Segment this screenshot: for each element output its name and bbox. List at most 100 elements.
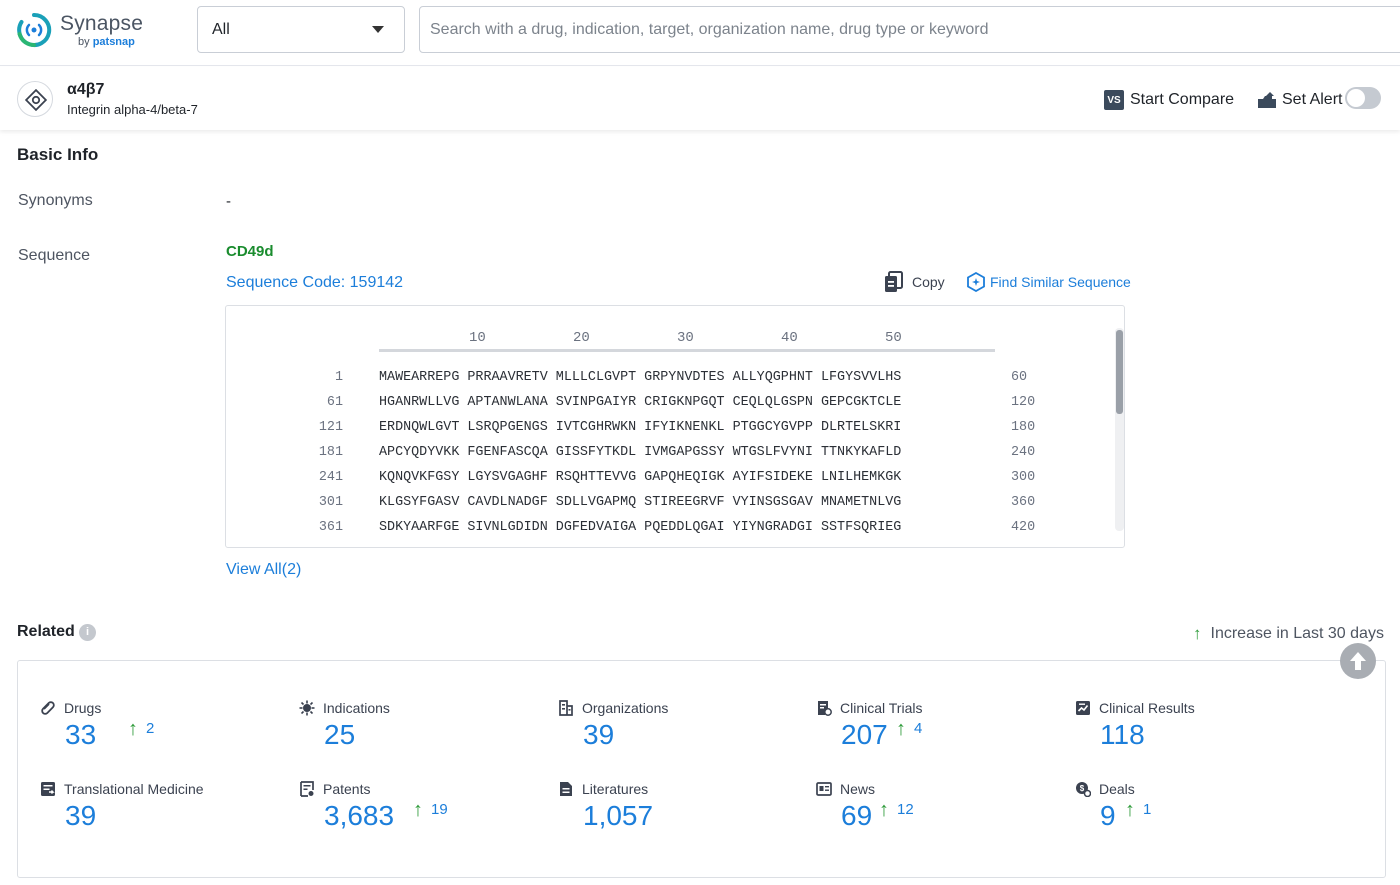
scrollbar-thumb[interactable] bbox=[1116, 330, 1123, 414]
top-bar: Synapse by patsnap All bbox=[0, 0, 1400, 66]
sequence-row: 181APCYQDYVKK FGENFASCQA GISSFYTKDL IVMG… bbox=[226, 445, 1106, 470]
info-icon[interactable]: i bbox=[79, 624, 96, 641]
stat-label: Clinical Results bbox=[1099, 700, 1195, 716]
translational-icon bbox=[40, 781, 56, 797]
increase-legend: ↑ Increase in Last 30 days bbox=[1193, 624, 1384, 644]
sequence-row: 361 SDKYAARFGE SIVNLGDIDN DGFEDVAIGA PQED… bbox=[226, 520, 1106, 545]
sequence-code-link[interactable]: Sequence Code: 159142 bbox=[226, 274, 403, 292]
stat-value: 39 bbox=[583, 719, 614, 751]
set-alert-toggle[interactable] bbox=[1345, 87, 1381, 109]
sequence-label: Sequence bbox=[18, 247, 90, 265]
patent-icon bbox=[299, 781, 315, 797]
find-similar-icon bbox=[966, 272, 986, 292]
row-end: 120 bbox=[1011, 395, 1035, 410]
stat-value: 39 bbox=[65, 800, 96, 832]
stat-clinical-trials[interactable]: Clinical Trials 207 ↑ 4 bbox=[816, 699, 1066, 769]
stat-increase-value: 4 bbox=[914, 720, 922, 737]
brand-byline: by patsnap bbox=[78, 36, 135, 48]
row-sequence: HGANRWLLVG APTANWLANA SVINPGAIYR CRIGKNP… bbox=[379, 395, 901, 410]
stat-label: Indications bbox=[323, 700, 390, 716]
brand-name: Synapse bbox=[60, 12, 143, 36]
basic-info-title: Basic Info bbox=[17, 145, 98, 165]
ruler-line bbox=[379, 349, 995, 352]
row-start: 301 bbox=[319, 495, 343, 510]
stat-translational-medicine[interactable]: Translational Medicine 39 bbox=[40, 780, 290, 850]
copy-label: Copy bbox=[912, 274, 945, 290]
stat-clinical-results[interactable]: Clinical Results 118 bbox=[1075, 699, 1325, 769]
stat-label: News bbox=[840, 781, 875, 797]
row-start: 61 bbox=[327, 395, 343, 410]
copy-button[interactable]: Copy bbox=[884, 271, 945, 293]
stat-increase-value: 19 bbox=[431, 801, 448, 818]
stat-patents[interactable]: Patents 3,683 ↑ 19 bbox=[299, 780, 549, 850]
row-start: 181 bbox=[319, 445, 343, 460]
row-end: 300 bbox=[1011, 470, 1035, 485]
search-scope-select[interactable]: All bbox=[197, 6, 405, 53]
building-icon bbox=[558, 700, 574, 716]
caret-down-icon bbox=[372, 26, 384, 33]
brand-patsnap: patsnap bbox=[93, 36, 135, 48]
row-sequence: ERDNQWLGVT LSRQPGENGS IVTCGHRWKN IFYIKNE… bbox=[379, 420, 901, 435]
synapse-logo[interactable]: Synapse by patsnap bbox=[16, 12, 146, 52]
stat-increase-value: 12 bbox=[897, 801, 914, 818]
row-start: 361 bbox=[319, 520, 343, 535]
stat-news[interactable]: News 69 ↑ 12 bbox=[816, 780, 1066, 850]
stat-label: Deals bbox=[1099, 781, 1135, 797]
search-input[interactable] bbox=[419, 6, 1400, 53]
stat-increase-value: 2 bbox=[146, 720, 154, 737]
row-sequence: KLGSYFGASV CAVDLNADGF SDLLVGAPMQ STIREEG… bbox=[379, 495, 901, 510]
svg-text:$: $ bbox=[1080, 784, 1085, 793]
row-start: 121 bbox=[319, 420, 343, 435]
copy-icon bbox=[884, 271, 904, 293]
sequence-row: 1 MAWEARREPG PRRAAVRETV MLLLCLGVPT GRPYNV… bbox=[226, 370, 1106, 395]
sequence-scrollbar[interactable] bbox=[1115, 328, 1124, 531]
ruler-tick: 30 bbox=[677, 330, 694, 346]
row-sequence: SDKYAARFGE SIVNLGDIDN DGFEDVAIGA PQEDDLQ… bbox=[379, 520, 901, 535]
stat-value: 118 bbox=[1100, 719, 1145, 751]
synapse-logo-icon bbox=[16, 12, 52, 48]
literature-icon bbox=[558, 781, 574, 797]
up-arrow-icon: ↑ bbox=[896, 719, 906, 739]
ruler-tick: 10 bbox=[469, 330, 486, 346]
view-all-link[interactable]: View All(2) bbox=[226, 561, 301, 579]
find-similar-label: Find Similar Sequence bbox=[990, 274, 1131, 290]
row-start: 1 bbox=[335, 370, 343, 385]
stat-literatures[interactable]: Literatures 1,057 bbox=[558, 780, 808, 850]
target-full-name: Integrin alpha-4/beta-7 bbox=[67, 102, 198, 117]
sequence-row: 61 HGANRWLLVG APTANWLANA SVINPGAIYR CRIGK… bbox=[226, 395, 1106, 420]
synonyms-label: Synonyms bbox=[18, 192, 93, 210]
related-title: Related bbox=[17, 623, 75, 641]
row-end: 360 bbox=[1011, 495, 1035, 510]
stat-value: 33 bbox=[65, 719, 96, 751]
sequence-viewer: 10 20 30 40 50 1MAWEARREPG PRRAAVRETV ML… bbox=[225, 305, 1125, 548]
row-sequence: MAWEARREPG PRRAAVRETV MLLLCLGVPT GRPYNVD… bbox=[379, 370, 901, 385]
brand-by: by bbox=[78, 36, 90, 48]
find-similar-sequence-button[interactable]: Find Similar Sequence bbox=[966, 271, 1131, 293]
toggle-knob bbox=[1347, 89, 1365, 107]
row-end: 60 bbox=[1011, 370, 1027, 385]
sequence-rows: 1 MAWEARREPG PRRAAVRETV MLLLCLGVPT GRPYNV… bbox=[226, 370, 1106, 545]
stat-deals[interactable]: $ Deals 9 ↑ 1 bbox=[1075, 780, 1325, 850]
sequence-row: 241KQNQVKFGSY LGYSVGAGHF RSQHTTEVVG GAPQ… bbox=[226, 470, 1106, 495]
clinical-trial-icon bbox=[816, 700, 832, 716]
ruler-tick: 20 bbox=[573, 330, 590, 346]
stat-indications[interactable]: Indications 25 bbox=[299, 699, 549, 769]
search-scope-value: All bbox=[212, 21, 230, 39]
pill-icon bbox=[40, 700, 56, 716]
set-alert-button[interactable]: Set Alert bbox=[1257, 89, 1342, 111]
stat-label: Drugs bbox=[64, 700, 101, 716]
row-sequence: KQNQVKFGSY LGYSVGAGHF RSQHTTEVVG GAPQHEQ… bbox=[379, 470, 901, 485]
sequence-row: 301 KLGSYFGASV CAVDLNADGF SDLLVGAPMQ STIR… bbox=[226, 495, 1106, 520]
stat-label: Organizations bbox=[582, 700, 668, 716]
start-compare-label: Start Compare bbox=[1130, 91, 1234, 109]
stat-value: 9 bbox=[1100, 800, 1116, 832]
compare-icon: VS bbox=[1104, 90, 1124, 110]
alert-icon bbox=[1257, 91, 1277, 109]
synonyms-value: - bbox=[226, 193, 231, 210]
stat-drugs[interactable]: Drugs 33 ↑ 2 bbox=[40, 699, 290, 769]
start-compare-button[interactable]: VS Start Compare bbox=[1104, 89, 1234, 111]
virus-icon bbox=[299, 700, 315, 716]
stat-organizations[interactable]: Organizations 39 bbox=[558, 699, 808, 769]
scroll-to-top-button[interactable] bbox=[1340, 643, 1376, 679]
stat-label: Translational Medicine bbox=[64, 781, 204, 797]
